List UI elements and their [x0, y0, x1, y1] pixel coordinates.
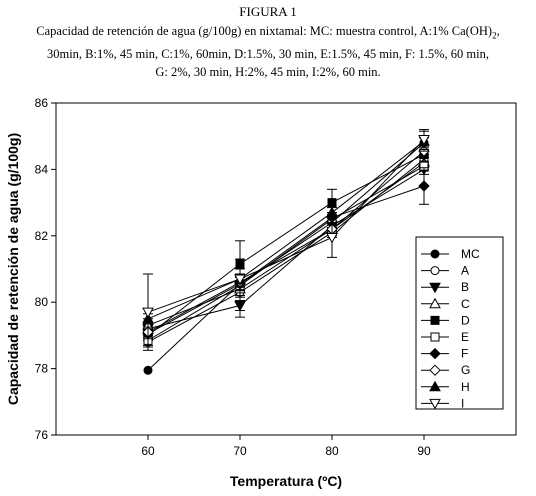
plot-frame [55, 102, 517, 436]
point-I-70 [234, 274, 246, 285]
legend-marker-H [429, 380, 441, 392]
x-tick-label-60: 60 [141, 444, 155, 458]
legend-label-I: I [461, 396, 464, 410]
y-tick-label-80: 80 [35, 295, 49, 309]
y-tick-label-84: 84 [35, 162, 49, 176]
caption-line-3: G: 2%, 30 min, H:2%, 45 min, I:2%, 60 mi… [155, 64, 381, 79]
y-tick-label-82: 82 [35, 229, 49, 243]
legend-marker-G [429, 364, 441, 376]
legend-label-E: E [461, 330, 469, 344]
point-D-80 [327, 198, 337, 208]
legend-marker-E [430, 332, 440, 342]
x-tick-label-80: 80 [325, 444, 339, 458]
legend-label-C: C [461, 297, 470, 311]
x-tick-label-90: 90 [417, 444, 431, 458]
legend-marker-C [429, 297, 441, 309]
legend-label-B: B [461, 280, 469, 294]
series-line-MC [147, 142, 425, 371]
caption-line-1-text: Capacidad de retención de agua (g/100g) … [36, 24, 493, 38]
legend-label-F: F [461, 347, 468, 361]
legend-marker-MC [430, 249, 440, 259]
series-line-F [147, 185, 425, 335]
point-MC-60 [143, 365, 153, 375]
y-tick-label-78: 78 [35, 362, 49, 376]
y-tick-label-76: 76 [35, 428, 49, 442]
caption-line-1: Capacidad de retención de agua (g/100g) … [6, 22, 530, 45]
point-I-90 [418, 135, 430, 146]
series-line-H [147, 140, 425, 320]
series-layer [142, 129, 430, 375]
legend-label-MC: MC [461, 247, 480, 261]
legend-marker-B [429, 282, 441, 294]
caption-line-1-end: , [496, 24, 500, 38]
legend-marker-F [429, 347, 441, 360]
series-line-B [147, 168, 425, 330]
series-MC [143, 137, 429, 375]
legend-label-H: H [461, 380, 470, 394]
x-tick-label-70: 70 [233, 444, 247, 458]
series-line-I [147, 139, 425, 313]
point-I-80 [326, 232, 338, 244]
legend-box [415, 236, 504, 410]
series-I [142, 129, 430, 351]
point-H-80 [326, 206, 338, 218]
legend-marker-A [430, 266, 440, 276]
y-tick-label-86: 86 [35, 96, 49, 110]
figure-label: FIGURA 1 [239, 4, 297, 19]
series-line-G [147, 150, 425, 333]
series-line-D [147, 154, 425, 336]
axes: 60 70 80 90 76 78 80 82 84 86 [35, 96, 431, 458]
point-I-60 [142, 307, 154, 319]
figure-caption: Capacidad de retención de agua (g/100g) … [6, 22, 530, 81]
series-H [142, 130, 430, 325]
series-G [142, 144, 430, 338]
legend-label-D: D [461, 313, 470, 327]
caption-subscript: 2 [492, 30, 497, 41]
caption-line-2: 30min, B:1%, 45 min, C:1%, 60min, D:1.5%… [46, 46, 490, 61]
x-axis-title: Temperatura (ºC) [230, 473, 342, 489]
legend-label-G: G [461, 363, 470, 377]
y-axis-title: Capacidad de retención de agua (g/100g) [5, 133, 21, 405]
series-line-E [147, 165, 425, 341]
legend-label-A: A [461, 264, 469, 278]
legend-marker-I [429, 398, 441, 410]
point-F-90 [418, 180, 430, 192]
legend-marker-D [430, 315, 440, 325]
